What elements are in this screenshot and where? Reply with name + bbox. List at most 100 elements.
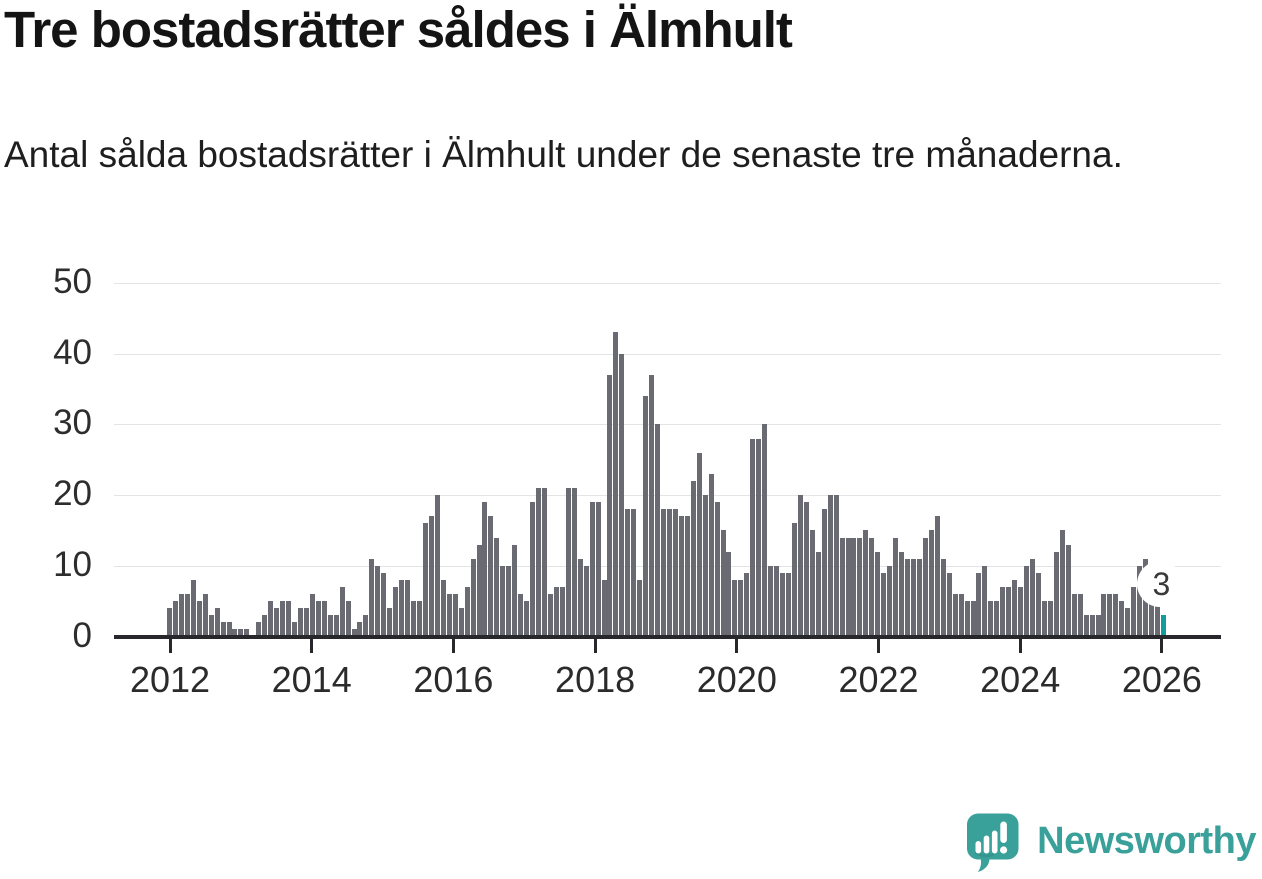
bar: [297, 608, 303, 637]
bar: [875, 551, 881, 637]
bar: [1059, 530, 1065, 637]
bar: [964, 601, 970, 637]
bar: [202, 594, 208, 637]
bar: [428, 516, 434, 637]
bar: [208, 615, 214, 637]
bar: [595, 502, 601, 637]
gridline-50: [114, 283, 1221, 284]
bar: [405, 579, 411, 637]
bar: [952, 594, 958, 637]
bar: [970, 601, 976, 637]
bar: [411, 601, 417, 637]
bar: [613, 332, 619, 637]
bar: [345, 601, 351, 637]
bar: [559, 587, 565, 637]
bar: [256, 622, 262, 637]
bar: [809, 530, 815, 637]
bar: [470, 558, 476, 637]
bar: [958, 594, 964, 637]
bar: [339, 587, 345, 637]
x-tick-label-2022: 2022: [838, 658, 919, 700]
bar: [1119, 601, 1125, 637]
bar: [714, 502, 720, 637]
bar: [1012, 579, 1018, 637]
bar: [268, 601, 274, 637]
x-tick-label-2016: 2016: [413, 658, 494, 700]
bar-chart: 0 10 20 30 40 50 2012 2014 2016 2018 2020 2022 2024…: [53, 262, 1221, 700]
bar: [244, 629, 250, 637]
bar: [905, 558, 911, 637]
bar: [238, 629, 244, 637]
bar: [375, 565, 381, 637]
bar: [625, 509, 631, 637]
bar: [744, 572, 750, 637]
bar: [791, 523, 797, 637]
bar: [863, 530, 869, 637]
bar: [619, 353, 625, 637]
bar: [601, 579, 607, 637]
newsworthy-logo: Newsworthy: [961, 810, 1256, 873]
bar: [881, 572, 887, 637]
bar: [678, 516, 684, 637]
bar: [167, 608, 172, 637]
bar: [363, 615, 369, 637]
bar: [893, 537, 899, 637]
bar: [482, 502, 488, 637]
bar: [738, 579, 744, 637]
bar: [422, 523, 428, 637]
y-tick-label-30: 30: [53, 403, 92, 443]
bar: [780, 572, 786, 637]
bar: [351, 629, 357, 637]
bar: [732, 579, 738, 637]
bar: [1024, 565, 1030, 637]
annotation-bubble: [1137, 561, 1184, 607]
bar: [399, 579, 405, 637]
bar: [440, 579, 446, 637]
bar: [851, 537, 857, 637]
bar: [196, 601, 202, 637]
bar: [708, 473, 714, 637]
bar: [309, 594, 315, 637]
x-tick-2024: [1018, 638, 1022, 653]
bar: [1137, 565, 1143, 637]
bar: [815, 551, 821, 637]
x-tick-2014: [310, 638, 314, 653]
bar: [553, 587, 559, 637]
bar: [803, 502, 809, 637]
x-tick-label-2020: 2020: [696, 658, 777, 700]
bar: [922, 537, 928, 637]
bar: [500, 565, 506, 637]
bar: [768, 565, 774, 637]
newsworthy-logo-text: Newsworthy: [1037, 820, 1256, 862]
bar: [464, 587, 470, 637]
bar: [1083, 615, 1089, 637]
bar: [928, 530, 934, 637]
bar: [762, 424, 768, 637]
bar: [488, 516, 494, 637]
page-subtitle: Antal sålda bostadsrätter i Älmhult unde…: [4, 134, 1123, 175]
bar: [476, 544, 482, 637]
y-tick-label-0: 0: [72, 615, 92, 655]
bar: [774, 565, 780, 637]
bar: [589, 502, 595, 637]
bar: [274, 608, 280, 637]
bar: [649, 374, 655, 637]
bar: [684, 516, 690, 637]
bar: [178, 594, 184, 637]
bar: [1077, 594, 1083, 637]
bar: [797, 495, 803, 637]
bar: [637, 579, 643, 637]
x-tick-2020: [735, 638, 739, 653]
bar: [786, 572, 791, 637]
bar: [280, 601, 286, 637]
bar: [726, 551, 732, 637]
bar: [303, 608, 309, 637]
bar: [839, 537, 845, 637]
bar: [333, 615, 339, 637]
bar: [452, 594, 458, 637]
bar: [940, 558, 946, 637]
bar: [899, 551, 905, 637]
x-tick-label-2018: 2018: [555, 658, 636, 700]
bar: [262, 615, 268, 637]
